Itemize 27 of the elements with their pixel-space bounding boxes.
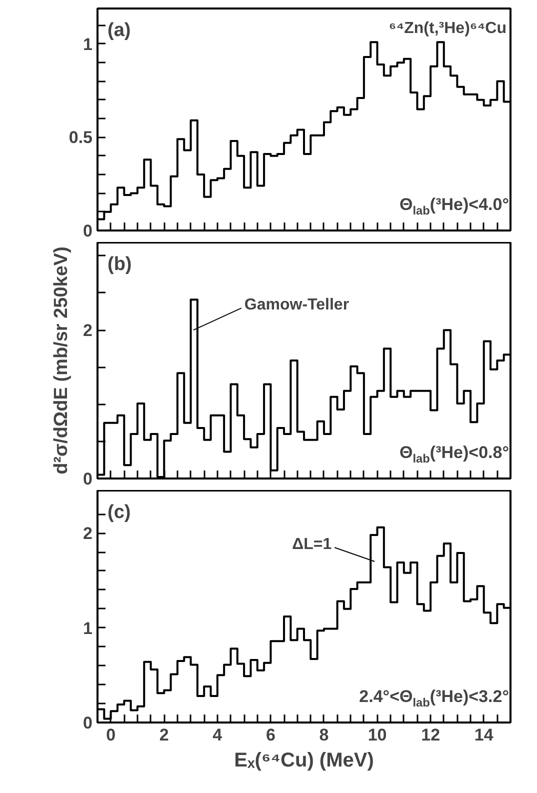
x-axis-title: Eₓ(⁶⁴Cu) (MeV) <box>234 750 374 772</box>
y-tick-label: 2 <box>83 321 93 340</box>
annotation: (b) <box>108 254 132 275</box>
annotation: Gamow-Teller <box>244 296 350 314</box>
annotation: Θ$_{lab}$(³He)<4.0° <box>400 194 509 220</box>
x-tick-label: 12 <box>421 726 440 744</box>
x-tick-label: 10 <box>368 726 387 744</box>
annotation: 2.4°<Θ$_{lab}$(³He)<3.2° <box>359 686 509 712</box>
y-tick-label: 0 <box>83 714 93 732</box>
y-tick-label: 1 <box>83 34 93 54</box>
x-tick-label: 8 <box>319 726 329 744</box>
y-tick-label: 0 <box>83 470 93 488</box>
x-tick-label: 2 <box>159 726 169 744</box>
x-tick-label: 14 <box>474 726 494 744</box>
annotation: (a) <box>108 20 131 41</box>
x-tick-label: 0 <box>106 726 116 744</box>
annotation: Θ$_{lab}$(³He)<0.8° <box>400 442 509 468</box>
annotation: ⁶⁴Zn(t,³He)⁶⁴Cu <box>388 20 507 37</box>
x-tick-label: 6 <box>266 726 276 744</box>
y-tick-label: 0.5 <box>68 128 93 148</box>
y-tick-label: 0 <box>83 222 93 240</box>
annotation: ΔL=1 <box>292 536 332 554</box>
y-tick-label: 2 <box>83 524 93 544</box>
x-tick-label: 4 <box>212 726 223 744</box>
annotation: (c) <box>108 502 131 523</box>
y-axis-title: d²σ/dΩdE (mb/sr 250keV) <box>51 246 72 474</box>
y-tick-label: 1 <box>83 618 93 638</box>
